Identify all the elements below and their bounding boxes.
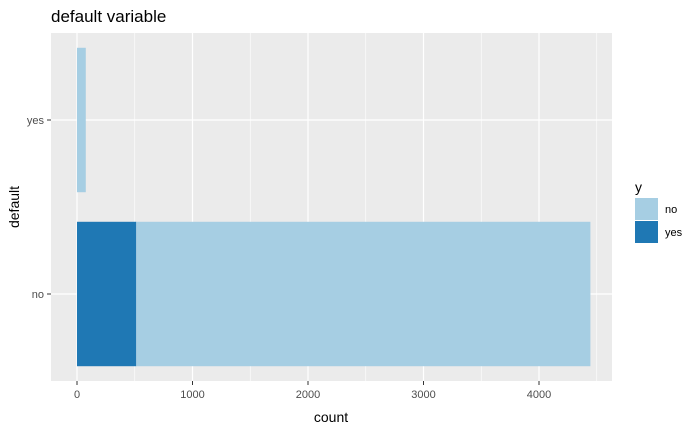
legend: y no yes [635, 179, 683, 243]
x-tick-label: 3000 [411, 389, 435, 401]
x-tick-label: 1000 [180, 389, 204, 401]
bars [77, 47, 591, 367]
legend-label-yes: yes [665, 227, 683, 239]
axis-ticks: 0 1000 2000 3000 4000 no yes [27, 115, 551, 401]
x-tick-label: 2000 [296, 389, 320, 401]
bar-yes-no [77, 47, 86, 193]
y-tick-label: no [32, 289, 44, 301]
legend-title: y [635, 179, 642, 195]
x-tick-label: 0 [74, 389, 80, 401]
x-tick-label: 4000 [527, 389, 551, 401]
chart-title: default variable [51, 7, 166, 26]
x-axis-title: count [314, 409, 348, 425]
legend-key-no [635, 198, 658, 220]
legend-key-yes [635, 221, 658, 243]
y-tick-label: yes [27, 115, 45, 127]
bar-no-yes [77, 221, 137, 367]
bar-no-no [136, 221, 591, 367]
y-axis-title: default [6, 186, 22, 228]
legend-label-no: no [665, 204, 677, 216]
